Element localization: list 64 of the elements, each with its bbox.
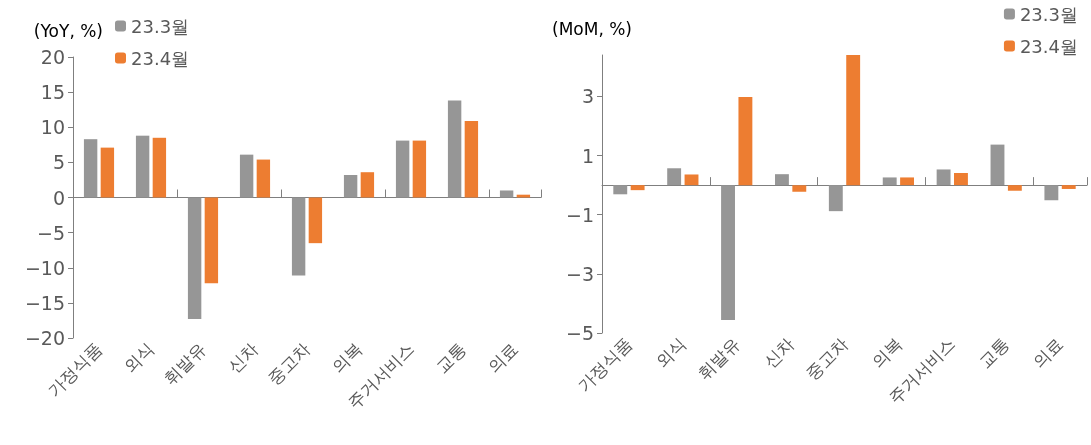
- bar: [360, 172, 375, 198]
- bar: [464, 120, 479, 198]
- legend-label: 23.3월: [131, 15, 190, 37]
- bar: [291, 197, 306, 276]
- bar: [412, 140, 427, 198]
- bar: [613, 185, 628, 195]
- bar: [152, 137, 167, 198]
- x-tick-label: 신차: [223, 338, 263, 378]
- x-tick-label: 교통: [431, 338, 471, 378]
- bar: [256, 159, 271, 198]
- y-tick-label: −20: [24, 327, 65, 349]
- bar: [630, 185, 645, 191]
- bar: [343, 175, 358, 198]
- y-tick-label: 3: [581, 85, 594, 108]
- bar: [516, 194, 531, 198]
- y-tick-label: −5: [36, 221, 65, 244]
- bar: [882, 177, 897, 186]
- x-tick-label: 외식: [651, 333, 690, 373]
- x-tick-label: 신차: [759, 333, 798, 373]
- bar: [204, 197, 219, 284]
- y-tick-label: −3: [565, 262, 594, 285]
- bar: [1044, 185, 1059, 201]
- legend-label: 23.4월: [1019, 35, 1078, 57]
- bar: [721, 185, 735, 320]
- y-tick-label: 1: [581, 144, 594, 167]
- legend-label: 23.3월: [1019, 3, 1078, 25]
- bar: [828, 185, 843, 212]
- legend-label: 23.4월: [131, 47, 190, 69]
- bar: [792, 185, 807, 192]
- y-axis-title: (MoM, %): [552, 18, 632, 39]
- bar: [308, 197, 323, 244]
- bar: [1061, 185, 1076, 189]
- bar: [100, 147, 115, 198]
- y-tick-label: −10: [24, 256, 65, 279]
- bar: [83, 139, 98, 198]
- y-tick-label: −15: [24, 291, 65, 314]
- bar: [135, 135, 150, 198]
- y-tick-label: 15: [40, 81, 65, 104]
- y-tick-label: 10: [40, 116, 65, 139]
- bar: [395, 140, 410, 198]
- y-axis-title: (YoY, %): [33, 20, 103, 41]
- bar: [774, 174, 789, 186]
- bar: [187, 197, 202, 320]
- bar: [990, 144, 1005, 186]
- y-tick-label: 5: [52, 151, 65, 174]
- bar: [447, 100, 462, 198]
- bar: [684, 174, 699, 186]
- y-tick-label: 20: [40, 46, 65, 68]
- bar: [239, 154, 254, 198]
- x-tick-label: 교통: [975, 333, 1014, 373]
- x-tick-label: 의료: [483, 338, 523, 378]
- bar: [900, 177, 915, 186]
- bar: [846, 55, 861, 186]
- y-tick-label: −1: [565, 203, 594, 226]
- x-tick-label: 외식: [119, 338, 159, 378]
- y-tick-label: 0: [52, 186, 65, 209]
- bar: [1007, 185, 1022, 191]
- bar: [667, 168, 682, 186]
- bar: [499, 190, 514, 198]
- y-tick-label: −5: [565, 322, 594, 344]
- x-tick-label: 의료: [1028, 333, 1068, 373]
- bar: [738, 97, 753, 186]
- bar: [936, 169, 951, 186]
- bar: [954, 173, 968, 186]
